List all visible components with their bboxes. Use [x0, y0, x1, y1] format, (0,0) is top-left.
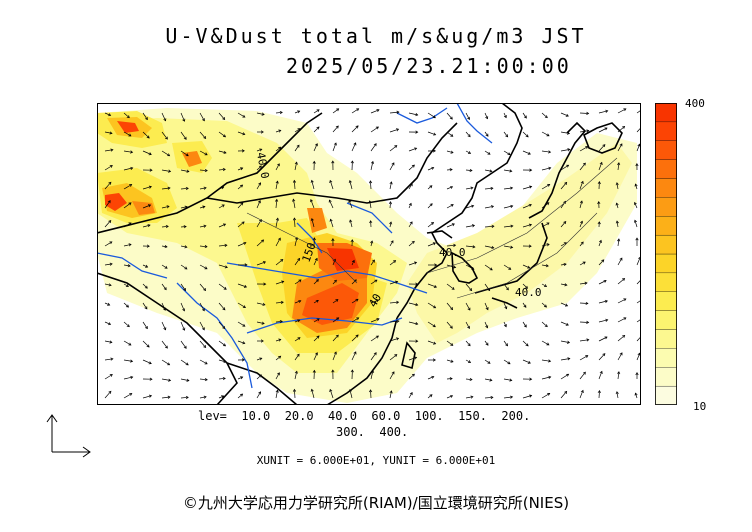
legend-color-cell	[655, 348, 677, 368]
legend-color-cell	[655, 253, 677, 274]
legend-min-label: 10	[693, 400, 707, 413]
rivers	[97, 103, 493, 389]
contour-label: 40.0	[439, 246, 466, 259]
contour-lines	[246, 157, 618, 299]
legend-color-cell	[655, 367, 677, 387]
legend-color-cell	[655, 272, 677, 292]
legend-color-cell	[655, 197, 677, 217]
borders	[97, 112, 458, 405]
contour-label: 40.0	[254, 151, 271, 179]
legend-color-cell	[655, 178, 677, 198]
legend-color-cell	[655, 121, 677, 141]
legend-color-cell	[655, 140, 677, 160]
color-scale-legend	[655, 103, 677, 405]
legend-color-cell	[655, 385, 677, 405]
chart-title-datetime: 2025/05/23.21:00:00	[286, 54, 572, 78]
wind-vectors	[104, 108, 641, 400]
legend-color-cell	[655, 329, 677, 349]
legend-color-cell	[655, 291, 677, 311]
dust-concentration-field	[97, 108, 637, 403]
chart-title-variable: U-V&Dust total m/s&ug/m3 JST	[165, 24, 587, 48]
contour-label: 40.0	[515, 286, 542, 299]
legend-color-cell	[655, 310, 677, 330]
level-list-line2: 300. 400.	[336, 425, 409, 439]
contour-label: 40	[366, 292, 384, 310]
level-list-line1: lev= 10.0 20.0 40.0 60.0 100. 150. 200.	[198, 409, 531, 423]
copyright-credit: ©九州大学応用力学研究所(RIAM)/国立環境研究所(NIES)	[182, 494, 570, 512]
legend-color-cell	[655, 159, 677, 179]
vector-unit-label: XUNIT = 6.000E+01, YUNIT = 6.000E+01	[256, 454, 496, 467]
contour-label: 150	[300, 241, 319, 264]
legend-color-cell	[655, 103, 677, 123]
dust-map: 40.0 150 40 40.0 40.0	[97, 103, 641, 405]
legend-max-label: 400	[685, 97, 705, 110]
legend-color-cell	[655, 216, 677, 236]
vector-scale-key	[46, 414, 91, 458]
contour-value-labels: 40.0 150 40 40.0 40.0	[254, 151, 541, 309]
legend-color-cell	[655, 234, 677, 255]
